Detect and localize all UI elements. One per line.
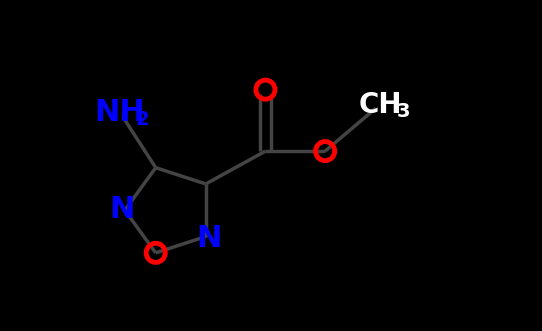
Text: 3: 3: [397, 102, 411, 121]
Text: N: N: [196, 224, 222, 254]
Text: NH: NH: [94, 98, 145, 127]
Text: 2: 2: [135, 110, 149, 129]
Text: N: N: [109, 195, 134, 223]
Text: CH: CH: [359, 91, 402, 118]
